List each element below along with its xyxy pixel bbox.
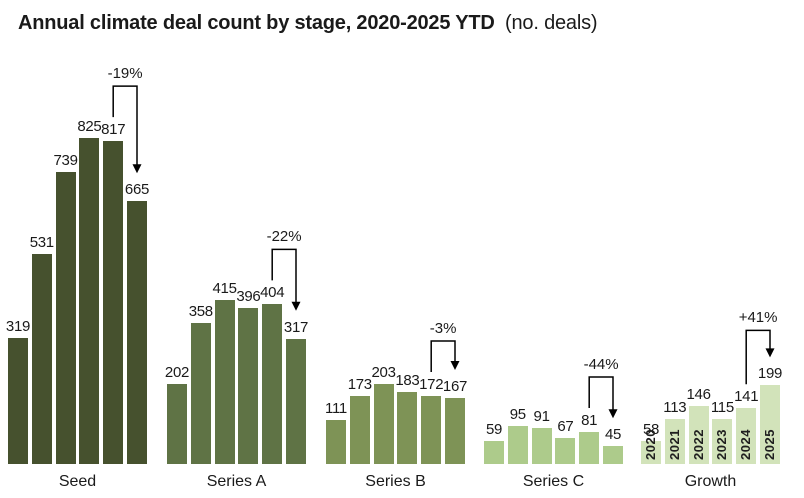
change-label-seed: -19% — [107, 65, 143, 83]
page-title: Annual climate deal count by stage, 2020… — [18, 10, 598, 36]
arrowhead-icon-growth — [765, 348, 775, 358]
value-label-series-a-2023: 396 — [236, 287, 261, 305]
arrowhead-icon-series-b — [450, 361, 460, 371]
value-label-series-b-2022: 203 — [371, 363, 396, 381]
bar-series-c-2020 — [484, 440, 504, 464]
bar-series-b-2020 — [326, 420, 346, 464]
bar-series-b-2022 — [373, 383, 394, 464]
bar-series-a-2022 — [214, 300, 235, 464]
value-label-series-a-2021: 358 — [188, 302, 213, 320]
change-label-series-b: -3% — [429, 320, 457, 338]
value-label-series-c-2023: 67 — [557, 417, 574, 435]
value-label-series-a-2025: 317 — [283, 318, 309, 336]
bar-seed-2025 — [127, 201, 147, 464]
value-label-series-c-2022: 91 — [533, 408, 550, 426]
value-label-series-b-2025: 167 — [442, 378, 468, 395]
bar-series-c-2025 — [603, 446, 623, 464]
value-label-growth-2023: 115 — [710, 398, 734, 416]
value-label-series-a-2024: 404 — [260, 284, 285, 302]
bar-growth-2021 — [664, 419, 685, 464]
change-bracket-series-b — [430, 340, 456, 373]
bar-series-a-2020 — [167, 384, 187, 464]
value-label-series-b-2023: 183 — [395, 371, 420, 389]
title-text: Annual climate deal count by stage, 2020… — [18, 12, 495, 34]
value-label-seed-2021: 531 — [29, 234, 54, 252]
bar-seed-2022 — [55, 171, 76, 464]
bar-seed-2024 — [103, 141, 124, 464]
value-label-seed-2023: 825 — [77, 118, 102, 135]
year-label-2025: 2025 — [762, 429, 777, 460]
year-label-2022: 2022 — [690, 429, 706, 460]
bar-series-b-2024 — [421, 396, 442, 464]
value-label-growth-2022: 146 — [686, 386, 711, 404]
value-label-series-a-2020: 202 — [164, 364, 190, 382]
value-label-series-c-2024: 81 — [581, 411, 598, 429]
value-label-series-c-2025: 45 — [604, 426, 622, 444]
value-label-seed-2020: 319 — [5, 317, 31, 335]
stage-label-series-a: Series A — [206, 473, 267, 490]
bar-seed-2021 — [31, 254, 52, 464]
arrowhead-icon-seed — [132, 164, 142, 174]
change-label-growth: +41% — [738, 309, 778, 327]
value-label-growth-2025: 199 — [757, 365, 783, 383]
bar-series-a-2024 — [262, 304, 283, 464]
bar-series-a-2025 — [286, 338, 306, 464]
bar-series-b-2023 — [397, 391, 418, 464]
bar-seed-2023 — [79, 138, 100, 464]
bar-growth-2025 — [760, 385, 780, 464]
bar-series-c-2024 — [579, 431, 600, 464]
value-label-seed-2025: 665 — [124, 181, 150, 199]
bar-series-c-2023 — [555, 437, 576, 464]
bar-growth-2024 — [736, 408, 757, 464]
bar-growth-2022 — [688, 406, 709, 464]
stage-label-seed: Seed — [58, 473, 97, 490]
change-label-series-a: -22% — [266, 228, 302, 246]
value-label-series-b-2021: 173 — [347, 375, 372, 393]
value-label-seed-2022: 739 — [53, 151, 78, 169]
change-bracket-series-c — [588, 376, 614, 411]
stage-label-series-c: Series C — [522, 473, 585, 490]
bar-seed-2020 — [8, 337, 28, 464]
value-label-series-b-2024: 172 — [419, 376, 444, 394]
bar-series-c-2021 — [507, 426, 528, 464]
bar-series-b-2025 — [445, 398, 465, 464]
value-label-series-a-2022: 415 — [212, 280, 237, 297]
bar-series-a-2021 — [190, 322, 211, 464]
arrowhead-icon-series-a — [291, 301, 301, 311]
bar-series-b-2021 — [349, 395, 370, 464]
year-label-2023: 2023 — [714, 429, 730, 460]
year-label-2021: 2021 — [666, 429, 682, 460]
stage-label-growth: Growth — [684, 473, 737, 490]
bar-growth-2020 — [641, 441, 661, 464]
value-label-growth-2021: 113 — [663, 399, 687, 417]
year-label-2020: 2020 — [643, 429, 658, 460]
bar-series-c-2022 — [531, 428, 552, 464]
bar-growth-2023 — [712, 418, 733, 464]
title-unit-note: (no. deals) — [505, 12, 598, 34]
value-label-growth-2024: 141 — [734, 388, 759, 406]
value-label-series-c-2020: 59 — [485, 420, 503, 438]
change-label-series-c: -44% — [583, 355, 619, 373]
year-label-2024: 2024 — [738, 429, 754, 460]
stage-label-series-b: Series B — [365, 473, 426, 490]
value-label-seed-2024: 817 — [101, 121, 126, 139]
value-label-series-c-2021: 95 — [509, 406, 526, 424]
bar-series-a-2023 — [238, 307, 259, 464]
value-label-growth-2020: 58 — [642, 421, 660, 439]
value-label-series-b-2020: 111 — [325, 400, 347, 418]
